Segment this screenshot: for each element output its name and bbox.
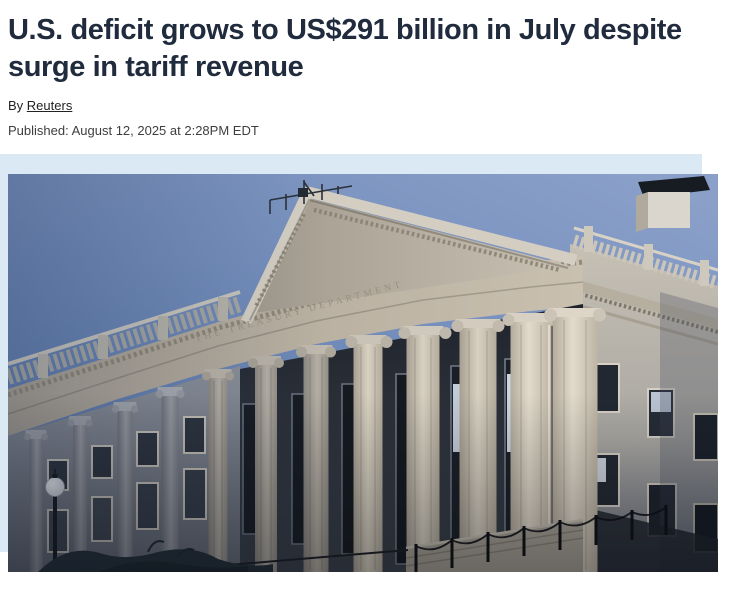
published-date: Published: August 12, 2025 at 2:28PM EDT (8, 123, 259, 139)
byline: By Reuters (8, 98, 742, 113)
hero-figure: THE TREASURY DEPARTMENT (0, 154, 750, 573)
shadow-overlay-bottom (8, 174, 718, 573)
byline-author-link[interactable]: Reuters (26, 98, 73, 114)
article-header: U.S. deficit grows to US$291 billion in … (0, 0, 750, 138)
treasury-building-illustration: THE TREASURY DEPARTMENT (8, 174, 718, 573)
headline: U.S. deficit grows to US$291 billion in … (8, 14, 682, 83)
byline-prefix: By (8, 98, 27, 114)
treasury-photo: THE TREASURY DEPARTMENT (8, 174, 718, 573)
